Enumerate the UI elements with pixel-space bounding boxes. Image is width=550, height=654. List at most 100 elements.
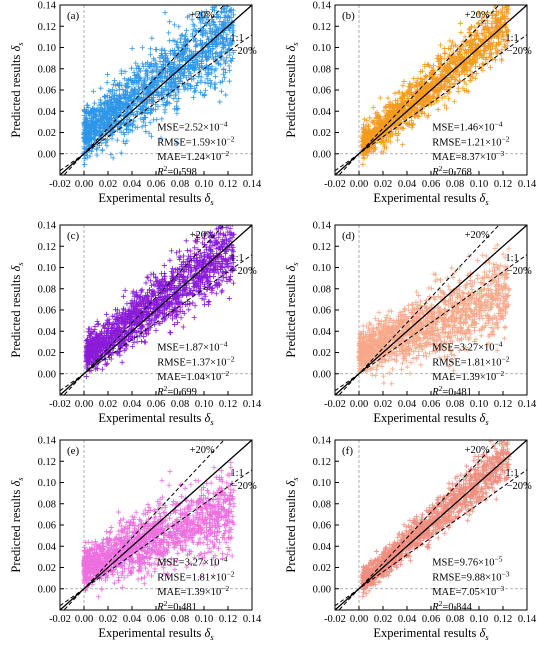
scatter-point	[107, 330, 114, 336]
scatter-point	[400, 102, 406, 108]
mse-stat: MSE=2.52×10−4	[157, 119, 228, 133]
chart-panel: -0.02 0.00 0.02 0.04 0.06 0.08 0.10 0.12 0.140.0…	[9, 1, 262, 208]
scatter-point	[148, 88, 154, 94]
scatter-point	[388, 133, 394, 139]
scatter-point	[191, 251, 197, 257]
scatter-point	[190, 27, 196, 33]
scatter-point	[223, 275, 229, 281]
scatter-point	[386, 108, 392, 114]
scatter-point	[87, 153, 93, 159]
scatter-point	[147, 46, 154, 52]
scatter-point	[210, 253, 216, 260]
scatter-point	[418, 100, 425, 107]
scatter-point	[399, 95, 405, 101]
scatter-point	[153, 67, 160, 73]
scatter-point	[161, 273, 167, 280]
y-tick-label: 0.12	[38, 22, 56, 33]
scatter-point	[471, 279, 478, 285]
scatter-point	[195, 58, 201, 64]
scatter-point	[205, 16, 211, 23]
scatter-point	[187, 71, 194, 77]
scatter-point	[141, 333, 147, 340]
scatter-point	[137, 97, 143, 103]
scatter-point	[172, 59, 178, 65]
scatter-point	[104, 137, 110, 143]
scatter-point	[194, 42, 200, 49]
scatter-point	[213, 259, 219, 265]
scatter-point	[401, 78, 407, 85]
scatter-point	[402, 106, 408, 112]
scatter-point	[499, 0, 504, 3]
scatter-point	[460, 85, 466, 91]
scatter-point	[153, 46, 159, 53]
scatter-point	[400, 92, 406, 98]
scatter-point	[435, 52, 441, 59]
scatter-point	[83, 345, 90, 351]
scatter-point	[98, 85, 104, 91]
scatter-point	[159, 310, 165, 316]
scatter-point	[171, 22, 178, 28]
x-axis-title-text: Experimental results	[98, 191, 204, 205]
scatter-point	[128, 317, 134, 324]
scatter-point	[501, 43, 508, 49]
scatter-point	[146, 287, 152, 293]
scatter-point	[175, 274, 181, 280]
x-axis-title-subscript: s	[210, 197, 214, 207]
scatter-point	[381, 108, 387, 114]
scatter-point	[415, 87, 421, 94]
scatter-point	[476, 10, 482, 16]
scatter-point	[215, 264, 221, 270]
scatter-point	[230, 259, 236, 266]
scatter-point	[144, 74, 151, 80]
y-axis-title-subscript: s	[15, 262, 25, 266]
scatter-point	[478, 37, 484, 43]
scatter-point	[197, 250, 203, 256]
scatter-point	[491, 33, 498, 40]
scatter-point	[107, 131, 114, 137]
panel-label: (c)	[67, 230, 80, 242]
scatter-point	[134, 99, 140, 105]
scatter-point	[425, 62, 432, 68]
scatter-point	[377, 121, 383, 127]
scatter-point	[146, 317, 153, 323]
scatter-point	[412, 92, 418, 98]
mae-value: 1.04×10	[186, 372, 221, 383]
scatter-point	[151, 94, 157, 100]
scatter-point	[198, 58, 205, 65]
x-axis-title-text: Experimental results	[373, 191, 479, 205]
scatter-point	[159, 319, 165, 325]
scatter-point	[223, 248, 229, 255]
scatter-point	[230, 49, 236, 55]
scatter-point	[449, 59, 456, 66]
scatter-point	[127, 76, 134, 82]
scatter-point	[176, 45, 182, 51]
scatter-point	[195, 275, 201, 282]
scatter-point	[428, 80, 435, 87]
scatter-point	[194, 80, 201, 86]
scatter-point	[192, 280, 198, 286]
mse-value: 1.87×10	[185, 342, 220, 353]
scatter-point	[217, 50, 223, 56]
scatter-point	[202, 87, 209, 93]
scatter-point	[180, 45, 186, 51]
scatter-point	[476, 52, 482, 58]
identity-label: 1:1	[505, 33, 518, 44]
scatter-point	[209, 6, 216, 12]
scatter-point	[95, 333, 101, 339]
scatter-point	[382, 104, 389, 110]
scatter-point	[88, 331, 94, 337]
y-tick-label: 0.00	[38, 369, 56, 380]
scatter-point	[149, 35, 155, 41]
scatter-point	[168, 269, 175, 275]
scatter-point	[177, 36, 183, 42]
scatter-point	[458, 29, 464, 35]
scatter-point	[146, 130, 152, 136]
scatter-point	[213, 245, 219, 251]
x-axis-title-subscript: s	[485, 197, 489, 207]
scatter-point	[179, 275, 185, 281]
scatter-point	[217, 79, 223, 85]
scatter-point	[142, 122, 148, 129]
scatter-point	[443, 105, 450, 111]
scatter-point	[499, 9, 505, 16]
mae-value: 8.37×10	[461, 152, 496, 163]
